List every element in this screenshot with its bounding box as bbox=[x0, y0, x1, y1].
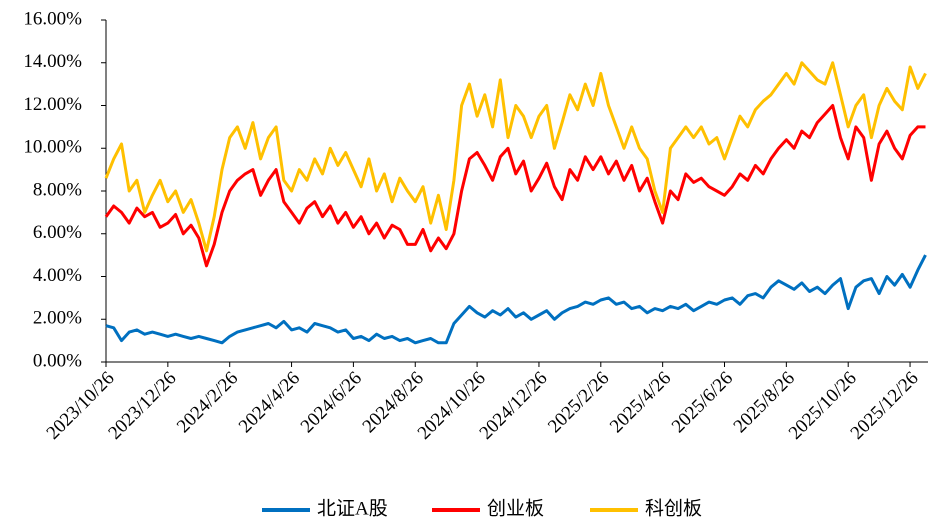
x-tick-label: 2025/12/26 bbox=[847, 368, 923, 444]
legend-label: 创业板 bbox=[487, 497, 544, 519]
x-tick-label: 2025/2/26 bbox=[544, 368, 613, 437]
y-tick-label: 2.00% bbox=[33, 308, 82, 329]
x-tick-label: 2024/6/26 bbox=[297, 368, 366, 437]
legend-label: 北证A股 bbox=[317, 497, 388, 519]
x-tick-label: 2024/2/26 bbox=[173, 368, 242, 437]
x-tick-label: 2025/4/26 bbox=[606, 368, 675, 437]
series-line bbox=[105, 254, 927, 345]
legend-label: 科创板 bbox=[645, 497, 702, 519]
y-tick-label: 16.00% bbox=[23, 8, 82, 29]
y-tick-label: 0.00% bbox=[33, 350, 82, 371]
y-tick-label: 8.00% bbox=[33, 179, 82, 200]
y-tick-label: 10.00% bbox=[23, 137, 82, 158]
x-tick-label: 2024/12/26 bbox=[476, 368, 552, 444]
x-tick-label: 2024/4/26 bbox=[235, 368, 304, 437]
x-tick-label: 2023/12/26 bbox=[104, 368, 180, 444]
y-tick-label: 14.00% bbox=[23, 51, 82, 72]
y-tick-label: 12.00% bbox=[23, 94, 82, 115]
series-line bbox=[104, 61, 927, 253]
x-tick-label: 2025/6/26 bbox=[668, 368, 737, 437]
y-tick-label: 6.00% bbox=[33, 222, 82, 243]
y-tick-label: 4.00% bbox=[33, 265, 82, 286]
series-line bbox=[104, 104, 926, 268]
